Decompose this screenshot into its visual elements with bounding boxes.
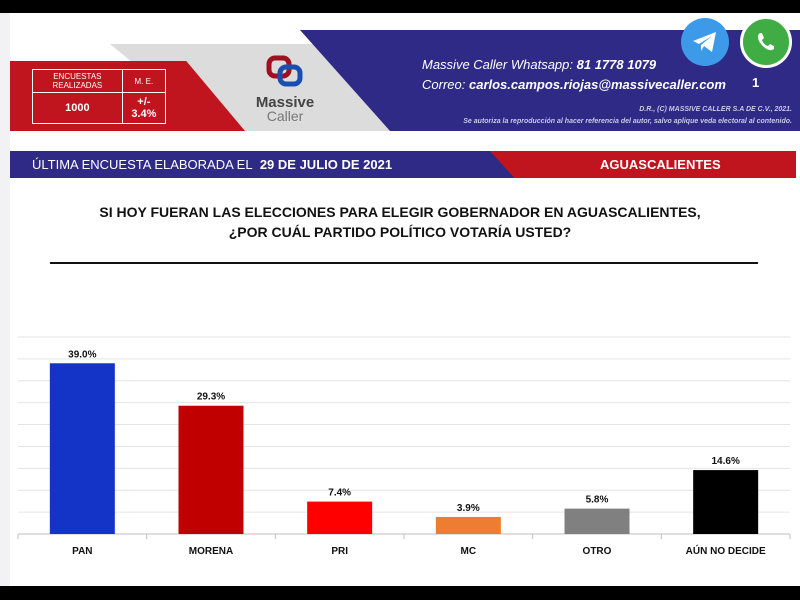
category-label: AÚN NO DECIDE bbox=[686, 544, 766, 557]
survey-date: ÚLTIMA ENCUESTA ELABORADA EL 29 DE JULIO… bbox=[32, 157, 392, 172]
data-label: 39.0% bbox=[68, 349, 96, 360]
category-label: MC bbox=[461, 546, 477, 557]
copyright: D.R., (C) MASSIVE CALLER S.A DE C.V., 20… bbox=[639, 106, 792, 113]
whatsapp-number: 81 1778 1079 bbox=[576, 57, 657, 72]
margin-error-value: +/- 3.4% bbox=[121, 92, 167, 124]
stats-table: ENCUESTAS REALIZADAS M. E. 1000 +/- 3.4% bbox=[32, 69, 167, 124]
date-value: 29 DE JULIO DE 2021 bbox=[259, 157, 393, 172]
category-label: PAN bbox=[72, 546, 92, 557]
data-label: 5.8% bbox=[586, 495, 609, 506]
category-label: PRI bbox=[331, 546, 348, 557]
logo-text-1: Massive bbox=[255, 94, 315, 111]
data-label: 3.9% bbox=[457, 503, 480, 514]
surveys-label: ENCUESTAS REALIZADAS bbox=[32, 69, 123, 93]
chart-title: SI HOY FUERAN LAS ELECCIONES PARA ELEGIR… bbox=[40, 202, 760, 242]
bar-mc bbox=[435, 516, 501, 534]
data-label: 14.6% bbox=[711, 456, 739, 467]
bar-otro bbox=[564, 508, 630, 534]
page-number: 1 bbox=[752, 75, 760, 90]
title-line-2: ¿POR CUÁL PARTIDO POLÍTICO VOTARÍA USTED… bbox=[228, 224, 572, 240]
category-label: OTRO bbox=[583, 546, 612, 557]
surveys-value: 1000 bbox=[32, 92, 123, 124]
bar-pan bbox=[49, 363, 115, 534]
logo-bubbles-icon bbox=[266, 55, 303, 87]
email-link[interactable]: carlos.campos.riojas@massivecaller.com bbox=[468, 77, 726, 92]
title-divider bbox=[50, 262, 758, 264]
whatsapp-label: Massive Caller Whatsapp: bbox=[422, 57, 573, 72]
massive-caller-logo: Massive Caller bbox=[250, 55, 320, 124]
bar-morena bbox=[178, 405, 244, 534]
logo-text-2: Caller bbox=[266, 108, 304, 124]
bar-aún-no-decide bbox=[693, 470, 759, 534]
email-label: Correo: bbox=[422, 77, 466, 92]
margin-error-label: M. E. bbox=[121, 69, 167, 93]
whatsapp-icon[interactable] bbox=[740, 16, 792, 68]
bottom-bar bbox=[0, 586, 800, 600]
telegram-icon[interactable] bbox=[681, 18, 729, 66]
contact-info: Massive Caller Whatsapp: 81 1778 1079 Co… bbox=[422, 55, 726, 95]
date-prefix: ÚLTIMA ENCUESTA ELABORADA EL bbox=[32, 157, 253, 172]
data-label: 29.3% bbox=[197, 392, 225, 403]
title-line-1: SI HOY FUERAN LAS ELECCIONES PARA ELEGIR… bbox=[99, 204, 701, 220]
bar-pri bbox=[307, 501, 373, 534]
state-band bbox=[490, 151, 796, 178]
reproduction-notice: Se autoriza la reproducción al hacer ref… bbox=[463, 118, 792, 125]
top-bar bbox=[0, 0, 800, 13]
data-label: 7.4% bbox=[328, 488, 351, 499]
category-label: MORENA bbox=[189, 546, 233, 557]
state-name: AGUASCALIENTES bbox=[600, 157, 721, 172]
legal-text: D.R., (C) MASSIVE CALLER S.A DE C.V., 20… bbox=[463, 104, 792, 128]
